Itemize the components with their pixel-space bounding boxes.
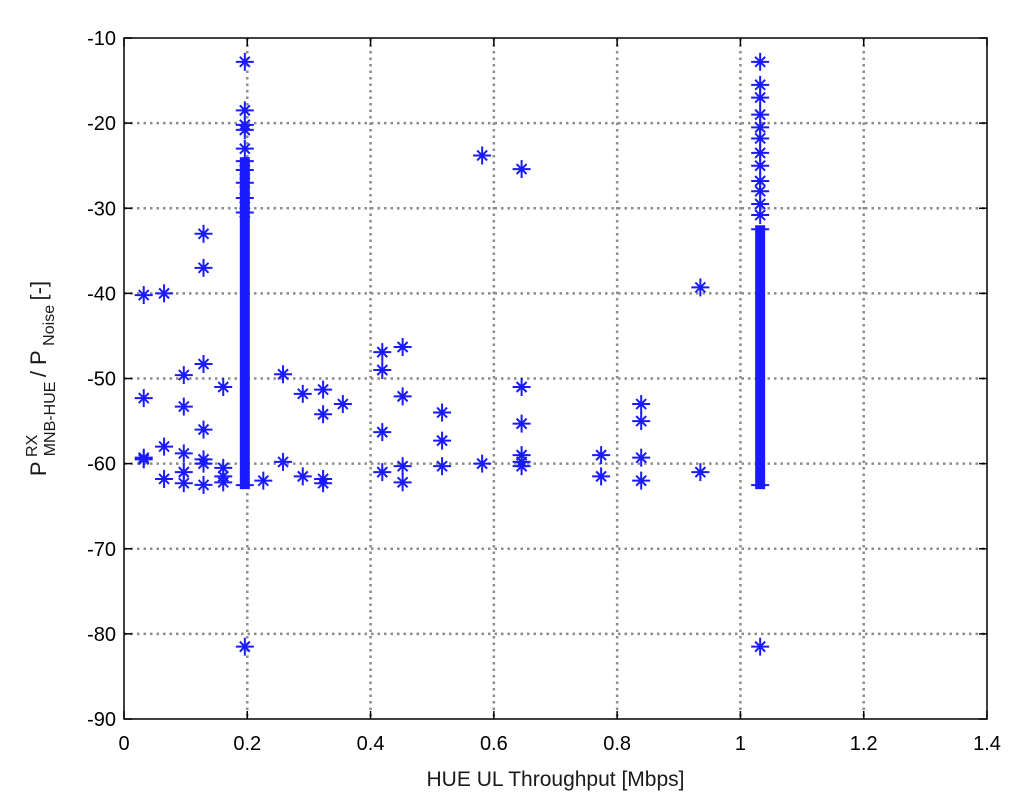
x-tick-label: 1.2 [850,733,878,755]
data-point [333,395,352,414]
data-point [155,437,174,456]
data-column [239,157,250,490]
data-point [235,173,254,192]
y-axis-label-sub2: Noise [41,305,58,346]
data-point [433,403,452,422]
data-point [373,423,392,442]
data-point [512,457,531,476]
data-point [174,397,193,416]
data-point [473,454,492,473]
data-point [373,463,392,482]
data-point [751,88,770,107]
data-point [155,469,174,488]
x-axis-label: HUE UL Throughput [Mbps] [427,768,685,791]
grid-lines [124,38,987,719]
data-point [691,278,710,297]
data-point [214,473,233,492]
data-point [373,360,392,379]
data-point [373,343,392,362]
data-point [632,471,651,490]
x-tick-label: 1.4 [973,733,1001,755]
data-point [174,444,193,463]
data-point [314,380,333,399]
data-point [274,365,293,384]
x-tick-label: 0.8 [603,733,631,755]
x-tick-label: 0.6 [480,733,508,755]
y-tick-label: -30 [87,198,116,220]
data-point [473,146,492,165]
x-tick-label: 0.4 [357,733,385,755]
y-tick-label: -20 [87,113,116,135]
data-point [155,284,174,303]
data-point [134,450,153,469]
data-point [214,378,233,397]
data-column [755,225,766,490]
data-point [235,120,254,139]
data-point [433,457,452,476]
data-point [254,471,273,490]
data-point [632,412,651,431]
y-axis-label-slash: / P [26,350,51,377]
data-point [433,431,452,450]
data-point [293,467,312,486]
data-point [751,156,770,175]
data-point [512,378,531,397]
data-point [194,420,213,439]
data-point [134,389,153,408]
y-tick-label: -70 [87,539,116,561]
x-tick-label: 1 [735,733,746,755]
data-point [632,395,651,414]
data-points [134,52,770,656]
y-tick-label: -40 [87,283,116,305]
data-point [235,52,254,71]
y-tick-label: -50 [87,369,116,391]
data-point [632,448,651,467]
y-axis-label-sup: RX [24,434,41,457]
data-point [274,452,293,471]
data-point [235,637,254,656]
data-point [235,139,254,158]
data-point [235,203,254,222]
data-point [174,366,193,385]
y-tick-labels: -10 -20 -30 -40 -50 -60 -70 -80 -90 [87,28,116,731]
data-point [314,474,333,493]
data-point [194,258,213,277]
data-point [592,467,611,486]
tick-marks [123,37,988,720]
data-point [134,286,153,305]
y-tick-label: -90 [87,709,116,731]
data-point [512,160,531,179]
data-point [393,457,412,476]
y-axis-label-unit: [-] [26,281,51,301]
data-point [691,463,710,482]
data-point [194,475,213,494]
data-point [393,473,412,492]
data-point [194,355,213,374]
y-axis-label: P RX MNB-HUE / P Noise [-] [24,281,59,476]
data-point [751,52,770,71]
y-tick-label: -10 [87,28,116,50]
data-point [174,474,193,493]
x-tick-label: 0.2 [233,733,261,755]
data-point [194,224,213,243]
y-axis-label-base: P [26,461,51,476]
data-point [592,446,611,465]
data-point [393,338,412,357]
y-tick-label: -80 [87,624,116,646]
data-point [751,118,770,137]
data-point [194,454,213,473]
x-tick-labels: 0 0.2 0.4 0.6 0.8 1 1.2 1.4 [118,733,1000,755]
y-tick-label: -60 [87,454,116,476]
data-point [512,414,531,433]
x-tick-label: 0 [118,733,129,755]
data-point [751,206,770,225]
data-point [751,637,770,656]
y-axis-label-sub: MNB-HUE [42,382,59,457]
data-point [314,405,333,424]
data-point [293,384,312,403]
data-point [751,143,770,162]
data-point [393,387,412,406]
